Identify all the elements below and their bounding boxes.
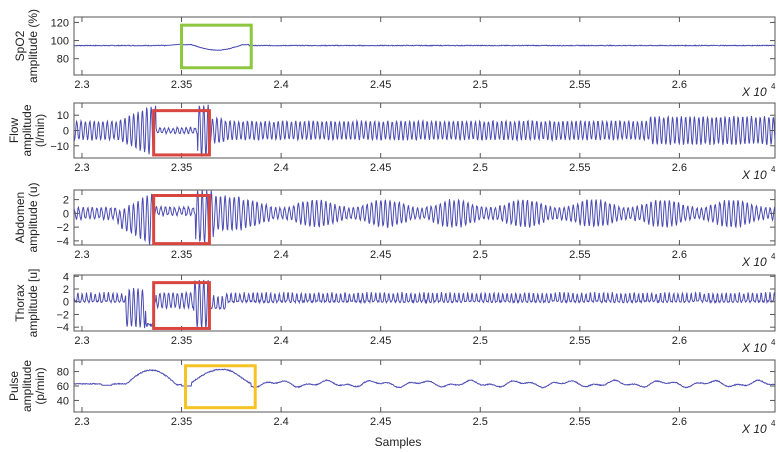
signal-line-abdomen <box>74 190 775 245</box>
x-multiplier-exponent: 4 <box>771 165 776 174</box>
x-tick-label: 2.3 <box>74 335 89 347</box>
x-tick-label: 2.45 <box>370 335 391 347</box>
x-tick-label: 2.6 <box>672 335 687 347</box>
x-tick-label: 2.4 <box>273 249 288 261</box>
y-axis-label: (p/min) <box>33 367 47 404</box>
x-multiplier: X 10 <box>741 255 767 269</box>
x-axis-label: Samples <box>375 435 422 449</box>
highlight-box-red <box>152 109 211 157</box>
x-tick-label: 2.35 <box>171 249 192 261</box>
x-tick-label: 2.3 <box>74 249 89 261</box>
x-tick-label: 2.4 <box>273 162 288 174</box>
x-multiplier: X 10 <box>741 168 767 182</box>
y-tick-label: 10 <box>57 110 69 122</box>
x-tick-label: 2.6 <box>672 249 687 261</box>
signal-line-thorax <box>74 279 775 329</box>
x-multiplier: X 10 <box>741 341 767 355</box>
x-tick-label: 2.6 <box>672 416 687 428</box>
highlight-box-red <box>152 281 211 330</box>
x-tick-label: 2.5 <box>473 162 488 174</box>
y-tick-label: −2 <box>56 309 69 321</box>
y-tick-label: −4 <box>56 236 69 248</box>
x-tick-label: 2.5 <box>473 249 488 261</box>
y-tick-label: 0 <box>63 208 69 220</box>
x-tick-label: 2.35 <box>171 162 192 174</box>
x-tick-label: 2.35 <box>171 79 192 91</box>
x-tick-label: 2.5 <box>473 416 488 428</box>
y-tick-label: 120 <box>51 17 69 29</box>
y-tick-label: 2 <box>63 195 69 207</box>
signal-line-pulse <box>74 368 775 389</box>
highlight-box-yellow <box>184 364 257 410</box>
y-tick-label: −2 <box>56 222 69 234</box>
signal-line-flow <box>74 104 775 157</box>
highlight-box-red <box>152 194 211 246</box>
y-axis-label: amplitude (u) <box>26 182 40 252</box>
y-axis-label: SpO2 <box>13 30 27 61</box>
x-tick-label: 2.55 <box>569 249 590 261</box>
y-axis-label: amplitude <box>20 360 34 412</box>
y-axis-label: Pulse <box>7 371 21 401</box>
y-tick-label: 0 <box>63 297 69 309</box>
x-tick-label: 2.4 <box>273 416 288 428</box>
x-tick-label: 2.6 <box>672 79 687 91</box>
subplot-abdomen: 2.3 2.35 2.4 2.45 2.5 2.55 2.6 −4 −2 02 X 10 4 Abdom… <box>13 182 776 269</box>
x-tick-label: 2.3 <box>74 79 89 91</box>
axes-box <box>73 359 776 413</box>
y-tick-label: 100 <box>51 36 69 48</box>
y-tick-label: −10 <box>50 141 69 153</box>
x-multiplier: X 10 <box>741 422 767 436</box>
x-tick-label: 2.55 <box>569 162 590 174</box>
x-tick-label: 2.4 <box>273 335 288 347</box>
x-tick-label: 2.3 <box>74 162 89 174</box>
x-tick-label: 2.35 <box>171 416 192 428</box>
subplot-pulse: 2.3 2.35 2.4 2.45 2.5 2.55 2.6 40 60 80 X 10 4 Pulse… <box>7 359 776 436</box>
x-tick-label: 2.55 <box>569 79 590 91</box>
x-tick-label: 2.55 <box>569 335 590 347</box>
y-tick-label: 80 <box>57 54 69 66</box>
y-tick-label: 4 <box>63 271 69 283</box>
subplot-flow: 2.3 2.35 2.4 2.45 2.5 2.55 2.6 −10 0 10 X 10 4 Flow a… <box>7 102 776 182</box>
x-tick-label: 2.45 <box>370 249 391 261</box>
x-multiplier-exponent: 4 <box>771 82 776 91</box>
x-tick-label: 2.45 <box>370 416 391 428</box>
x-multiplier: X 10 <box>741 85 767 99</box>
y-tick-label: 2 <box>63 284 69 296</box>
x-tick-label: 2.6 <box>672 162 687 174</box>
y-tick-label: 0 <box>63 126 69 138</box>
y-axis-label: amplitude (%) <box>26 9 40 83</box>
signal-line-spo2 <box>74 43 775 51</box>
y-axis-label: Thorax <box>13 284 27 321</box>
x-tick-label: 2.35 <box>171 335 192 347</box>
y-tick-label: 80 <box>57 367 69 379</box>
y-tick-label: −4 <box>56 322 69 334</box>
y-axis-label: Abdomen <box>13 192 27 243</box>
y-axis-label: (l/min) <box>33 114 47 147</box>
x-tick-label: 2.45 <box>370 79 391 91</box>
y-axis-label: Flow <box>7 118 21 144</box>
x-tick-label: 2.55 <box>569 416 590 428</box>
subplot-spo2: 2.3 2.35 2.4 2.45 2.5 2.55 2.6 80 100 120 X 10 4 SpO… <box>13 9 776 99</box>
x-tick-label: 2.5 <box>473 335 488 347</box>
x-multiplier-exponent: 4 <box>771 419 776 428</box>
x-tick-label: 2.45 <box>370 162 391 174</box>
x-multiplier-exponent: 4 <box>771 338 776 347</box>
highlight-box-green <box>180 23 253 70</box>
y-tick-label: 60 <box>57 381 69 393</box>
axes-box <box>73 274 776 332</box>
x-tick-label: 2.4 <box>273 79 288 91</box>
x-multiplier-exponent: 4 <box>771 252 776 261</box>
y-tick-label: 40 <box>57 395 69 407</box>
x-tick-label: 2.5 <box>473 79 488 91</box>
y-axis-label: amplitude [u] <box>26 269 40 338</box>
y-axis-label: amplitude <box>20 104 34 156</box>
x-tick-label: 2.3 <box>74 416 89 428</box>
